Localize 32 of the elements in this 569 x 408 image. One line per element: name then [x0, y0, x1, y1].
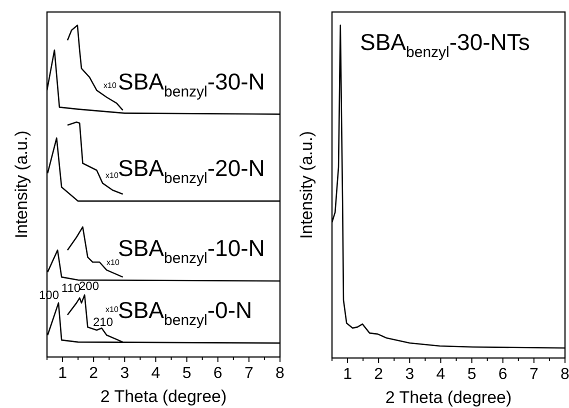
annotation: x10 [106, 171, 119, 180]
series-label: SBA$_{benzyl}$-20-N [118, 155, 265, 187]
x-tick-label: 4 [436, 366, 446, 383]
annotation: x10 [106, 305, 119, 314]
x-tick-label: 1 [343, 366, 352, 383]
series-label: SBA$_{benzyl}$-10-N [118, 235, 265, 267]
x-tick-label: 2 [374, 366, 384, 383]
x-tick-label: 2 [89, 365, 98, 382]
x-tick-label: 3 [120, 365, 130, 382]
x-tick-label: 3 [405, 366, 414, 383]
x-tick-label: 8 [560, 366, 569, 383]
annotation: 110 [61, 281, 81, 295]
x-tick-label: 5 [182, 365, 192, 382]
annotation: 200 [78, 279, 100, 293]
x-axis-title: 2 Theta (degree) [100, 387, 227, 406]
x-axis-title: 2 Theta (degree) [385, 388, 512, 407]
annotation: 210 [92, 315, 114, 329]
annotation: x10 [106, 258, 120, 267]
y-axis-title: Intensity (a.u.) [297, 131, 316, 239]
x-tick-label: 4 [151, 365, 160, 382]
x-tick-label: 7 [244, 365, 254, 382]
series-label: SBA$_{benzyl}$-30-N [118, 68, 265, 100]
y-axis-title: Intensity (a.u.) [12, 130, 31, 238]
x-tick-label: 6 [213, 365, 222, 382]
x-tick-label: 7 [529, 366, 538, 383]
annotation: x10 [104, 81, 117, 90]
x-tick-label: 6 [498, 366, 508, 383]
x-tick-label: 5 [467, 366, 476, 383]
series-label: SBA$_{benzyl}$-0-N [118, 297, 252, 329]
series-label: SBA$_{benzyl}$-30-NTs [360, 29, 530, 61]
x-tick-label: 8 [276, 365, 285, 382]
x-tick-label: 1 [58, 365, 68, 382]
